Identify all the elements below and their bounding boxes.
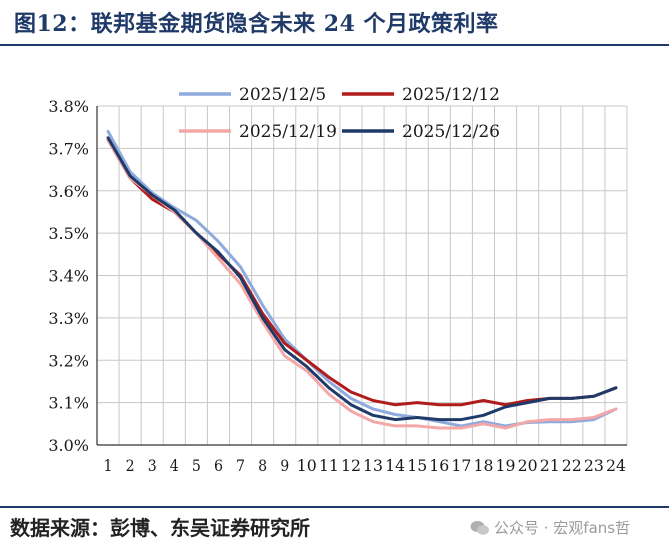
source-note: 数据来源：彭博、东吴证券研究所 <box>10 516 310 540</box>
series-line <box>106 136 618 422</box>
x-tick-label: 6 <box>214 456 223 475</box>
x-tick-label: 9 <box>280 456 289 475</box>
y-tick-label: 3.7% <box>48 139 89 158</box>
legend-item: 2025/12/5 <box>179 85 326 105</box>
title-bar: 图12：联邦基金期货隐含未来 24 个月政策利率 <box>0 0 669 46</box>
y-tick-label: 3.2% <box>48 351 89 370</box>
x-tick-label: 19 <box>496 456 516 475</box>
y-tick-label: 3.1% <box>48 394 89 413</box>
x-tick-label: 20 <box>518 456 538 475</box>
y-tick-label: 3.3% <box>48 309 89 328</box>
watermark: 公众号 · 宏观fans哲 <box>470 517 630 538</box>
legend-label: 2025/12/12 <box>402 85 500 105</box>
x-tick-label: 12 <box>341 456 361 475</box>
x-tick-label: 22 <box>562 456 582 475</box>
wechat-icon <box>470 521 489 535</box>
x-tick-label: 24 <box>606 456 626 475</box>
x-tick-label: 15 <box>407 456 427 475</box>
y-tick-label: 3.8% <box>48 97 89 116</box>
x-tick-label: 1 <box>104 456 113 475</box>
x-tick-label: 8 <box>258 456 267 475</box>
legend-item: 2025/12/19 <box>179 122 337 142</box>
x-tick-label: 5 <box>192 456 201 475</box>
x-tick-label: 21 <box>540 456 560 475</box>
x-tick-label: 7 <box>236 456 245 475</box>
figure-title: 图12：联邦基金期货隐含未来 24 个月政策利率 <box>14 11 499 37</box>
y-tick-label: 3.0% <box>48 436 89 455</box>
y-tick-label: 3.6% <box>48 182 89 201</box>
legend-item: 2025/12/12 <box>342 85 500 105</box>
legend-label: 2025/12/5 <box>239 85 326 105</box>
legend-item: 2025/12/26 <box>342 122 500 142</box>
watermark-text: 公众号 · 宏观fans哲 <box>494 519 631 537</box>
series-lines <box>106 129 618 430</box>
y-tick-labels: 3.0% 3.1% 3.2% 3.3% 3.4% 3.5% 3.6% 3.7% 3.8% <box>48 97 89 455</box>
y-tick-label: 3.5% <box>48 224 89 243</box>
x-tick-labels: 1 2 3 4 5 6 7 8 9 10 11 12 13 14 15 16 17 18 19 20 21 22 23 24 <box>104 456 626 475</box>
legend-label: 2025/12/19 <box>239 122 337 142</box>
y-tick-label: 3.4% <box>48 267 89 286</box>
x-tick-label: 11 <box>319 456 339 475</box>
x-tick-label: 2 <box>126 456 135 475</box>
x-tick-label: 10 <box>297 456 317 475</box>
line-chart: 3.0%3.1%3.2%3.3%3.4%3.5%3.6%3.7%3.8%1 2 3 4… <box>48 85 628 475</box>
x-tick-label: 16 <box>429 456 449 475</box>
x-tick-label: 14 <box>385 456 405 475</box>
legend: 2025/12/5 2025/12/12 2025/12/19 2025/12/26 <box>179 85 500 142</box>
x-tick-label: 18 <box>473 456 493 475</box>
legend-label: 2025/12/26 <box>402 122 500 142</box>
x-tick-label: 23 <box>584 456 604 475</box>
grid-lines <box>96 105 628 446</box>
x-tick-label: 13 <box>363 456 383 475</box>
x-tick-label: 17 <box>451 456 471 475</box>
x-tick-label: 3 <box>148 456 157 475</box>
footer-divider <box>0 506 669 508</box>
x-tick-label: 4 <box>170 456 179 475</box>
